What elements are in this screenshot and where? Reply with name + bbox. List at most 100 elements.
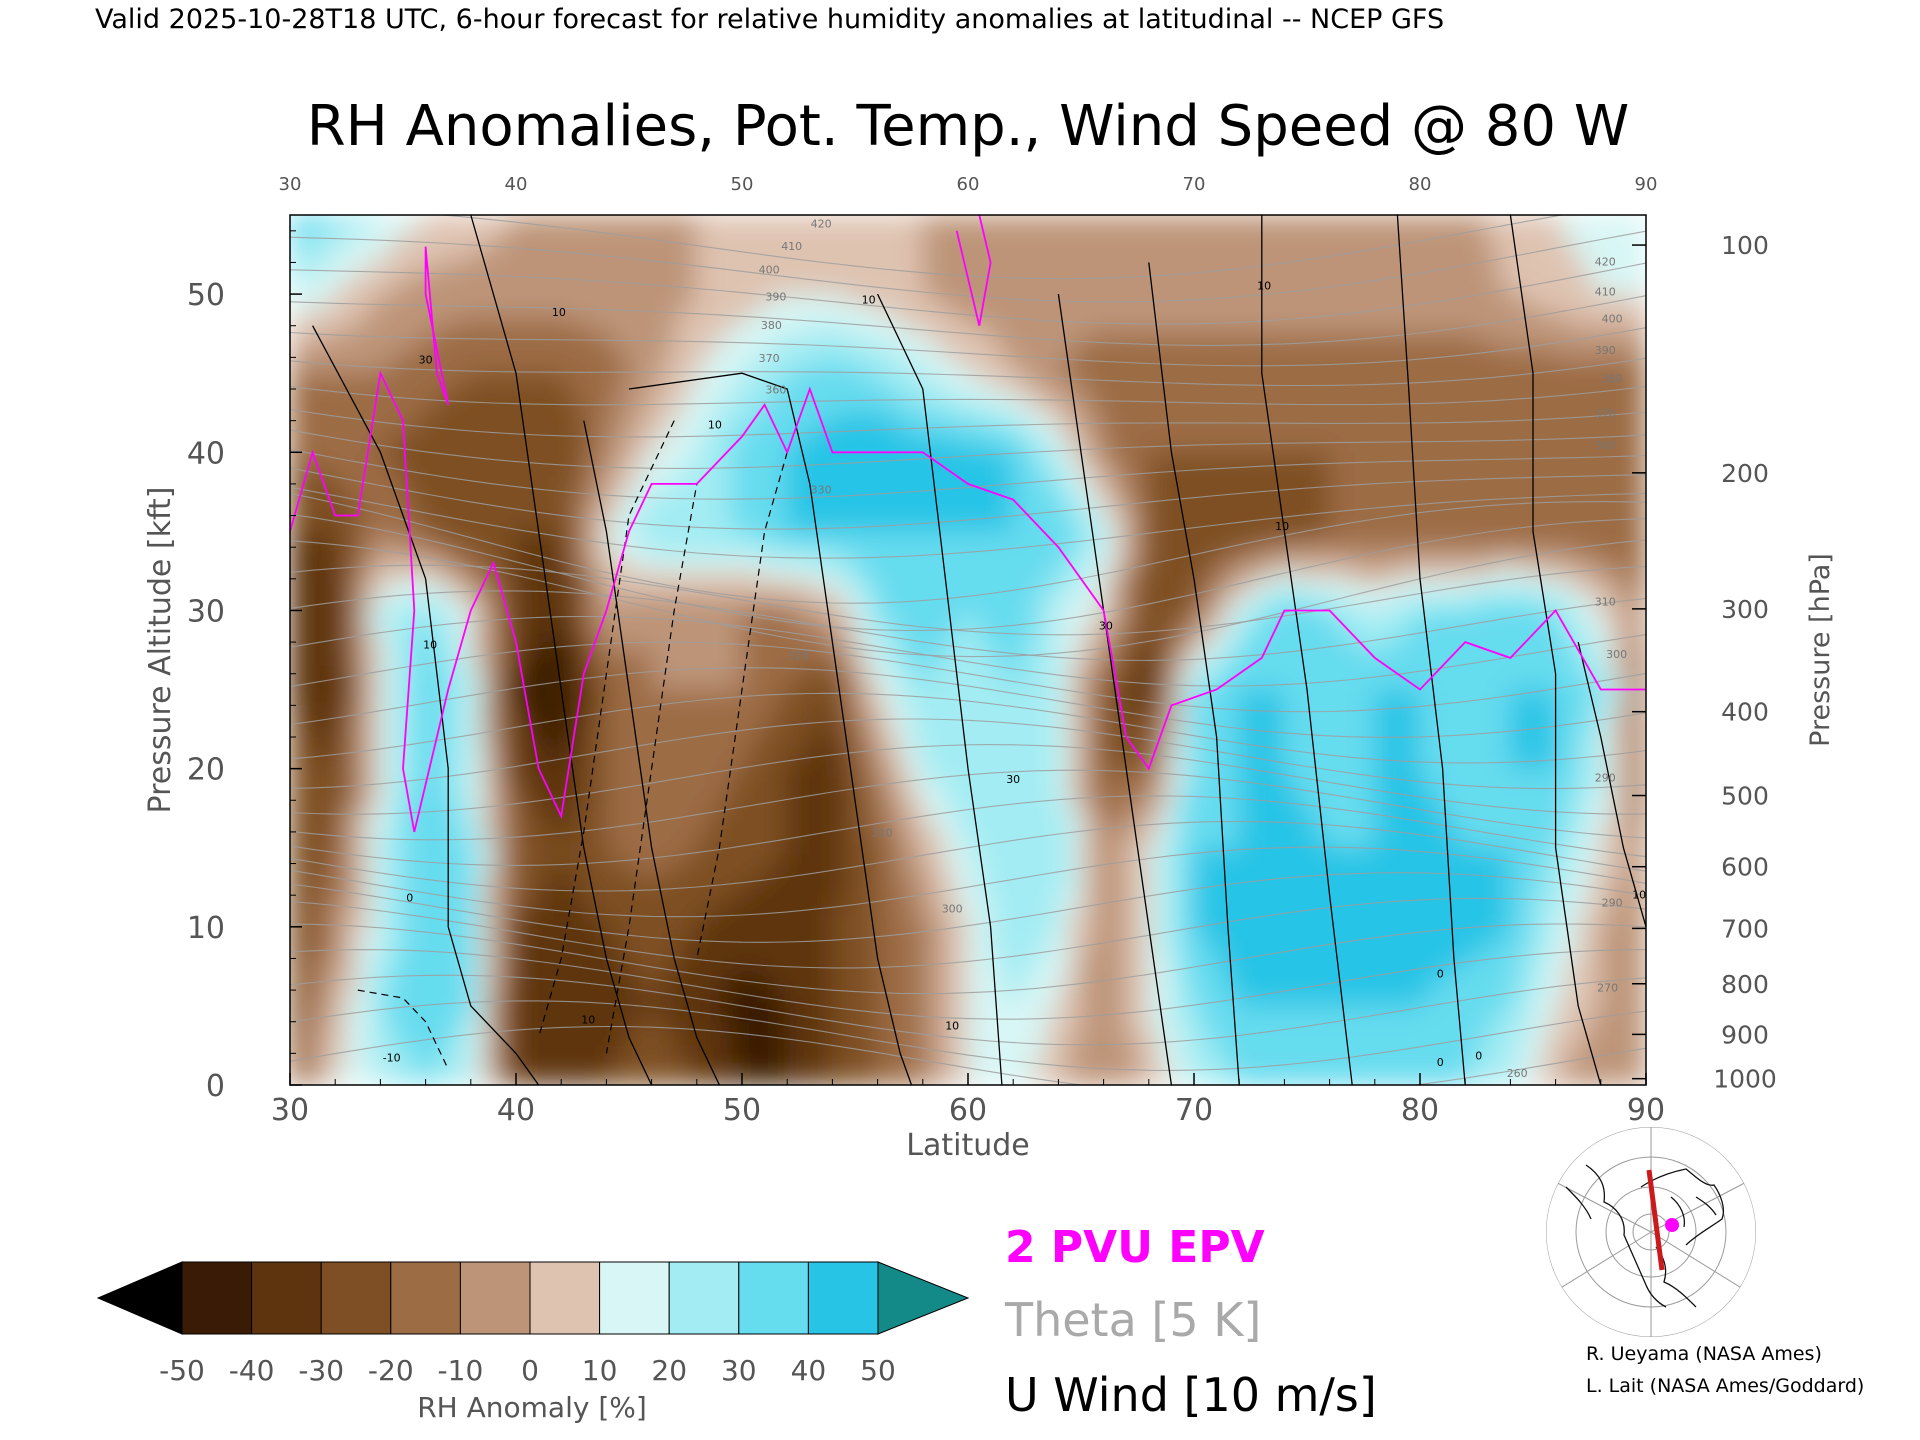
colorbar-bin <box>529 1261 601 1335</box>
legend-entry-u-wind: U Wind [10 m/s] <box>1005 1368 1377 1422</box>
contour-label: 10 <box>581 1013 595 1026</box>
colorbar-bin <box>181 1261 253 1335</box>
contour-label: 0 <box>1475 1050 1482 1063</box>
colorbar-tick-label: -10 <box>438 1354 484 1387</box>
epv-2pvu-contour <box>290 215 1646 833</box>
contour-label: 10 <box>1257 279 1271 292</box>
colorbar-tick-label: 10 <box>582 1354 618 1387</box>
contour-label: 300 <box>942 903 963 916</box>
contour-label: 260 <box>1507 1067 1528 1080</box>
x-axis-top-ticks: 30 40 50 60 70 80 90 <box>279 174 1658 195</box>
x-axis-ticks: 30 40 50 60 70 80 90 <box>271 1073 1665 1128</box>
contour-label: 0 <box>406 892 413 905</box>
contour-label: 380 <box>1602 373 1623 386</box>
inset-locator-map <box>1546 1127 1756 1337</box>
contour-label: 10 <box>1632 888 1646 901</box>
pressure-tick-label: 300 <box>1721 595 1769 624</box>
colorbar-tick-label: 0 <box>521 1354 539 1387</box>
contour-label: 330 <box>811 483 832 496</box>
colorbar-label: RH Anomaly [%] <box>417 1391 647 1424</box>
pressure-axis-label: Pressure [hPa] <box>1805 553 1836 747</box>
x-top-tick-label: 70 <box>1183 174 1206 195</box>
colorbar-under-triangle <box>96 1261 183 1335</box>
colorbar-bin <box>459 1261 531 1335</box>
contour-label: 320 <box>788 650 809 663</box>
contour-label: 360 <box>765 384 786 397</box>
chart-title: RH Anomalies, Pot. Temp., Wind Speed @ 8… <box>307 94 1629 159</box>
contour-label: 270 <box>1597 982 1618 995</box>
contour-label: 310 <box>1595 596 1616 609</box>
x-top-tick-label: 80 <box>1409 174 1432 195</box>
credit-line-2: L. Lait (NASA Ames/Goddard) <box>1586 1375 1864 1397</box>
pressure-tick-label: 100 <box>1721 231 1769 260</box>
x-top-tick-label: 30 <box>279 174 302 195</box>
x-tick-label: 50 <box>723 1093 761 1128</box>
colorbar-tick-label: 40 <box>791 1354 827 1387</box>
contour-label: 30 <box>419 354 433 367</box>
y-tick-label: 50 <box>187 278 225 313</box>
contour-label: 390 <box>1595 344 1616 357</box>
contour-label: 360 <box>1595 439 1616 452</box>
y-tick-label: 40 <box>187 436 225 471</box>
contour-label: 10 <box>862 294 876 307</box>
contour-label: 30 <box>1099 619 1113 632</box>
legend-entry-theta: Theta [5 K] <box>1004 1293 1261 1347</box>
contour-label: 380 <box>761 319 782 332</box>
colorbar-over-triangle <box>877 1261 970 1335</box>
colorbar-bin <box>599 1261 670 1335</box>
contour-label: 390 <box>765 290 786 303</box>
y-axis-label: Pressure Altitude [kft] <box>143 487 178 814</box>
contour-label: 30 <box>1006 773 1020 786</box>
colorbar-bin <box>251 1261 322 1335</box>
contour-label: 0 <box>1437 1056 1444 1069</box>
x-top-tick-label: 40 <box>505 174 528 195</box>
legend: 2 PVU EPV Theta [5 K] U Wind [10 m/s] <box>1004 1222 1377 1422</box>
pressure-tick-label: 700 <box>1721 914 1769 943</box>
contour-label: 10 <box>552 306 566 319</box>
colorbar-tick-label: -50 <box>159 1354 205 1387</box>
pressure-tick-label: 400 <box>1721 698 1769 727</box>
x-top-tick-label: 60 <box>957 174 980 195</box>
colorbar-tick-label: -40 <box>229 1354 275 1387</box>
x-tick-label: 60 <box>949 1093 987 1128</box>
pressure-tick-label: 600 <box>1721 853 1769 882</box>
legend-entry-epv: 2 PVU EPV <box>1005 1222 1265 1273</box>
contour-label: 410 <box>781 240 802 253</box>
contour-label: 10 <box>945 1020 959 1033</box>
x-tick-label: 80 <box>1401 1093 1439 1128</box>
x-top-tick-label: 90 <box>1635 174 1658 195</box>
contour-label: 420 <box>1595 256 1616 269</box>
colorbar-bin <box>668 1261 740 1335</box>
pressure-tick-label: 1000 <box>1713 1065 1777 1094</box>
colorbar-bin <box>320 1261 392 1335</box>
x-top-tick-label: 50 <box>731 174 754 195</box>
colorbar-bin <box>738 1261 809 1335</box>
u-wind-contours <box>312 215 1646 1085</box>
colorbar-tick-label: 20 <box>651 1354 687 1387</box>
x-tick-label: 70 <box>1175 1093 1213 1128</box>
pressure-axis-ticks: 100 200 300 400 500 600 700 800 900 1000 <box>1632 231 1777 1094</box>
valid-time-header: Valid 2025-10-28T18 UTC, 6-hour forecast… <box>95 4 1444 35</box>
credit-line-1: R. Ueyama (NASA Ames) <box>1586 1343 1822 1365</box>
contour-label: 310 <box>872 827 893 840</box>
contour-label: 410 <box>1595 286 1616 299</box>
contour-label: 400 <box>759 264 780 277</box>
colorbar-tick-label: -30 <box>298 1354 344 1387</box>
colorbar-tick-label: 50 <box>860 1354 896 1387</box>
contour-label: 290 <box>1595 771 1616 784</box>
x-axis-label: Latitude <box>906 1128 1029 1163</box>
contour-label: 10 <box>1275 520 1289 533</box>
colorbar-bin <box>807 1261 879 1335</box>
contour-label: 0 <box>1437 967 1444 980</box>
colorbar: -50 -40 -30 -20 -10 0 10 20 30 40 50 <box>96 1261 970 1387</box>
pressure-tick-label: 500 <box>1721 782 1769 811</box>
y-axis-ticks: 0 10 20 30 40 50 <box>187 230 302 1104</box>
contour-label: -10 <box>383 1051 401 1064</box>
colorbar-tick-label: 30 <box>721 1354 757 1387</box>
contour-label: 370 <box>759 352 780 365</box>
y-tick-label: 20 <box>187 753 225 788</box>
x-tick-label: 30 <box>271 1093 309 1128</box>
contour-label: 370 <box>1595 408 1616 421</box>
colorbar-tick-label: -20 <box>368 1354 414 1387</box>
